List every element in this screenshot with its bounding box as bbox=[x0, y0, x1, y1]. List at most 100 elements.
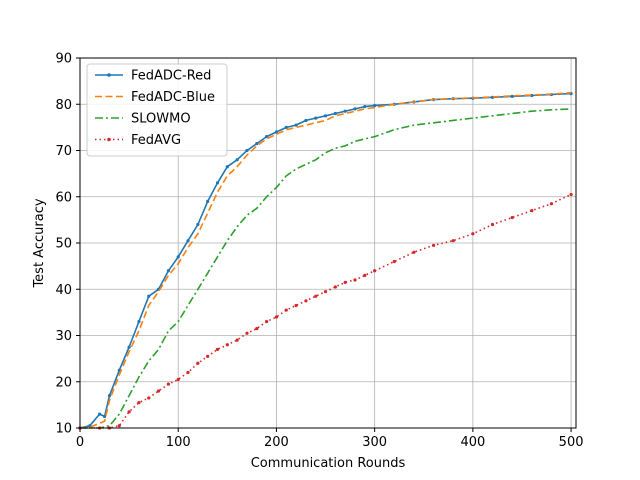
data-point bbox=[304, 118, 308, 123]
data-point bbox=[225, 343, 229, 347]
data-point bbox=[255, 141, 259, 146]
data-point bbox=[373, 104, 377, 108]
data-point bbox=[343, 109, 347, 113]
data-point bbox=[323, 289, 328, 294]
data-point bbox=[333, 285, 337, 289]
data-point bbox=[363, 104, 367, 109]
data-point bbox=[343, 280, 347, 284]
y-tick-label: 10 bbox=[55, 422, 72, 437]
data-point bbox=[137, 320, 141, 324]
x-tick-label: 500 bbox=[559, 435, 584, 450]
y-tick-label: 20 bbox=[55, 375, 72, 390]
data-point bbox=[137, 400, 141, 405]
data-point bbox=[127, 410, 131, 414]
data-point bbox=[127, 345, 131, 349]
data-point bbox=[373, 269, 377, 273]
data-point bbox=[196, 222, 200, 227]
data-point bbox=[353, 278, 357, 282]
data-point bbox=[107, 394, 112, 398]
series-line bbox=[79, 91, 572, 429]
y-tick-label: 60 bbox=[55, 190, 72, 205]
data-point bbox=[98, 412, 102, 416]
data-point bbox=[117, 424, 121, 428]
data-point bbox=[147, 294, 151, 298]
y-tick-label: 90 bbox=[55, 52, 72, 67]
data-point bbox=[245, 331, 249, 335]
legend-swatch-dot bbox=[107, 137, 111, 142]
legend-entry-label: SLOWMO bbox=[131, 112, 191, 127]
axis-ticks: 0 100 200 300 400 500 10 20 30 40 50 60 70 80 90 bbox=[55, 52, 583, 451]
x-tick-label: 0 bbox=[76, 435, 84, 450]
data-point bbox=[225, 165, 229, 169]
data-point bbox=[176, 255, 180, 259]
legend: FedADC-Red FedADC-Blue SLOWMO FedAVG bbox=[86, 63, 228, 157]
y-tick-label: 70 bbox=[55, 144, 72, 159]
data-point bbox=[510, 94, 514, 98]
data-point bbox=[333, 111, 337, 116]
data-point bbox=[102, 414, 107, 419]
series-fedavg bbox=[78, 192, 573, 430]
data-point bbox=[255, 326, 259, 331]
data-point bbox=[284, 125, 288, 129]
data-point bbox=[294, 303, 298, 308]
data-point bbox=[323, 114, 328, 118]
data-point bbox=[353, 107, 357, 111]
data-point bbox=[147, 396, 151, 400]
data-point bbox=[206, 354, 210, 358]
legend-entry-label: FedAVG bbox=[131, 133, 181, 148]
data-point bbox=[490, 222, 495, 227]
y-tick-label: 30 bbox=[55, 329, 72, 344]
y-axis-label: Test Accuracy bbox=[32, 198, 47, 288]
data-point bbox=[215, 181, 220, 185]
data-point bbox=[530, 209, 534, 213]
series-line bbox=[80, 108, 572, 429]
data-point bbox=[186, 239, 190, 243]
x-axis-label: Communication Rounds bbox=[251, 456, 406, 471]
data-point bbox=[265, 320, 269, 324]
data-point bbox=[274, 130, 279, 134]
data-point bbox=[510, 215, 514, 220]
data-point bbox=[451, 239, 455, 243]
legend-box bbox=[86, 63, 228, 157]
data-point bbox=[235, 158, 239, 162]
x-tick-label: 400 bbox=[460, 435, 485, 450]
data-point bbox=[166, 269, 170, 273]
x-tick-label: 200 bbox=[264, 435, 289, 450]
y-tick-label: 50 bbox=[55, 237, 72, 252]
data-point bbox=[294, 123, 298, 127]
series-slowmo bbox=[80, 108, 572, 429]
data-point bbox=[431, 243, 436, 247]
data-point bbox=[314, 116, 318, 120]
plot-series bbox=[78, 91, 573, 430]
y-tick-label: 80 bbox=[55, 98, 72, 113]
y-tick-label: 40 bbox=[55, 283, 72, 298]
data-point bbox=[215, 347, 220, 351]
data-point bbox=[245, 148, 249, 153]
data-point bbox=[166, 382, 170, 386]
series-line bbox=[80, 193, 572, 429]
data-point bbox=[412, 250, 416, 254]
data-point bbox=[363, 273, 367, 277]
legend-swatch-dot bbox=[107, 73, 111, 77]
x-tick-label: 100 bbox=[166, 435, 191, 450]
data-point bbox=[196, 361, 200, 365]
data-point bbox=[156, 389, 161, 393]
legend-entry-label: FedADC-Red bbox=[131, 69, 211, 84]
data-point bbox=[206, 199, 210, 203]
data-point bbox=[392, 259, 396, 264]
data-point bbox=[314, 294, 318, 298]
data-point bbox=[471, 232, 475, 236]
data-point bbox=[235, 338, 239, 342]
data-point bbox=[186, 370, 190, 375]
series-fedadc-blue bbox=[79, 91, 572, 429]
data-point bbox=[549, 202, 554, 206]
data-point bbox=[176, 377, 180, 382]
data-point bbox=[265, 135, 269, 139]
data-point bbox=[274, 315, 279, 319]
data-point bbox=[569, 192, 573, 197]
data-point bbox=[304, 299, 308, 303]
legend-entry-label: FedADC-Blue bbox=[131, 90, 215, 105]
x-tick-label: 300 bbox=[362, 435, 387, 450]
data-point bbox=[284, 308, 288, 312]
